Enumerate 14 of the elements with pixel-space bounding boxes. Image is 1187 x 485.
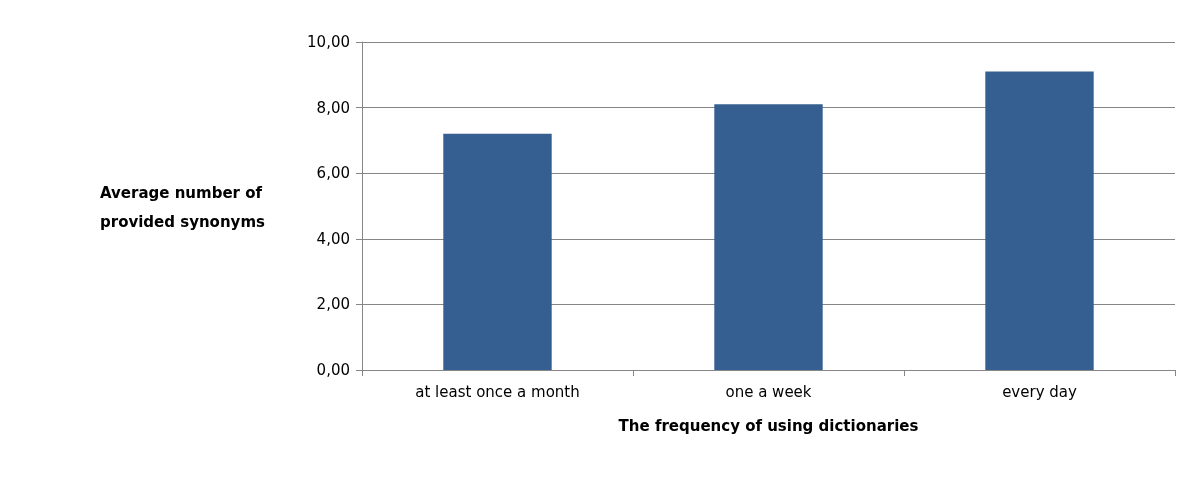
y-tick-label: 10,00: [307, 33, 350, 51]
bar: [443, 133, 552, 370]
x-tick-label: one a week: [725, 382, 812, 401]
y-tick-label: 6,00: [316, 164, 350, 183]
y-tick-label: 0,00: [316, 361, 350, 379]
x-tick-label: at least once a month: [415, 382, 580, 401]
y-axis-title: Average number of provided synonyms: [100, 183, 268, 231]
bar: [714, 104, 823, 370]
y-tick-label: 2,00: [316, 295, 350, 314]
x-axis-title: The frequency of using dictionaries: [618, 416, 919, 435]
x-tick-label: every day: [1002, 382, 1077, 401]
bar: [985, 71, 1094, 370]
y-tick-label: 8,00: [316, 98, 350, 117]
y-tick-label: 4,00: [316, 229, 350, 248]
